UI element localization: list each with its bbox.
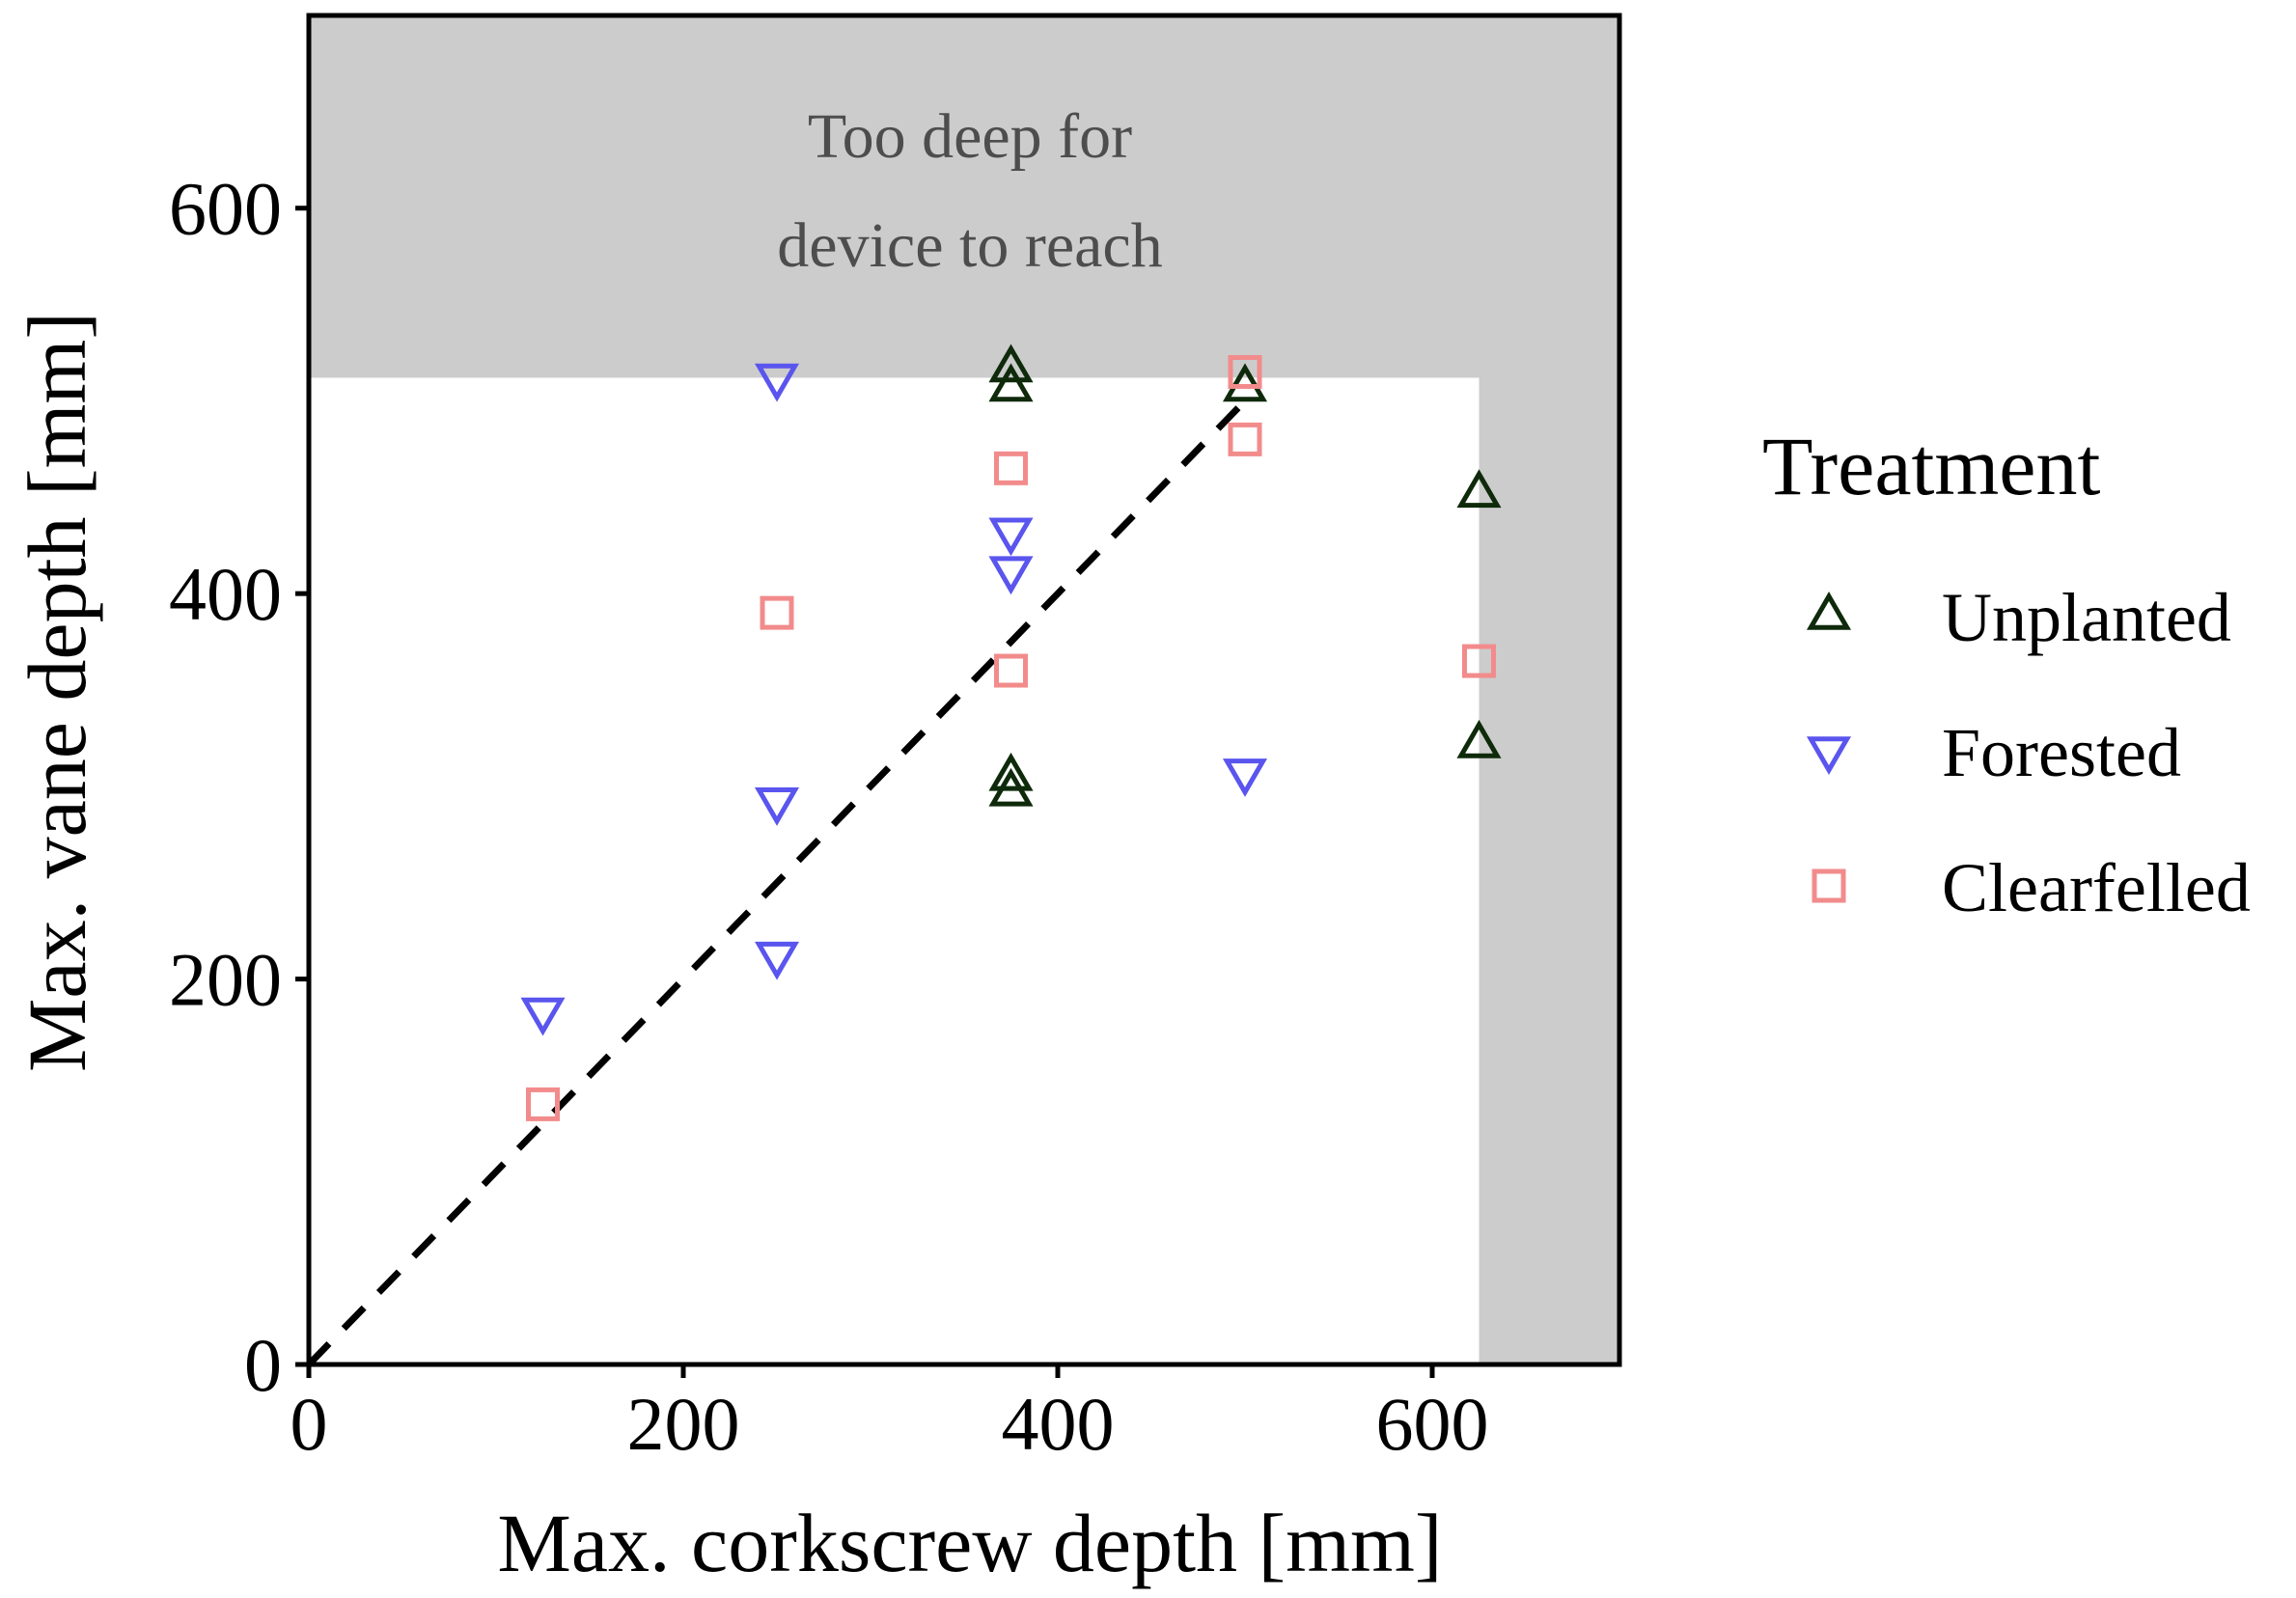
- legend-items: Unplanted Forested Clearfelled: [1806, 579, 2251, 926]
- legend-title: Treatment: [1762, 420, 2100, 512]
- data-point-unplanted: [1456, 469, 1502, 509]
- data-point-unplanted: [1222, 363, 1268, 402]
- data-point-unplanted: [988, 752, 1034, 791]
- x-tick-label: 600: [1376, 1382, 1489, 1466]
- data-point-unplanted: [1456, 719, 1502, 758]
- data-points: [520, 344, 1502, 1121]
- x-tick-label: 0: [290, 1382, 328, 1466]
- data-point-forested: [754, 941, 800, 980]
- data-point-clearfelled: [994, 653, 1028, 688]
- shaded-region: [309, 15, 1619, 1364]
- legend-label-unplanted: Unplanted: [1942, 579, 2231, 656]
- legend-marker-unplanted: [1806, 591, 1852, 630]
- shaded-region-label-line-2: device to reach: [777, 210, 1162, 281]
- data-point-clearfelled: [1462, 644, 1496, 678]
- x-axis-title: Max. corkscrew depth [mm]: [497, 1497, 1442, 1589]
- legend-label-forested: Forested: [1942, 714, 2181, 791]
- reference-line-1to1: [306, 398, 1248, 1367]
- x-tick-label: 200: [627, 1382, 740, 1466]
- data-point-forested: [1222, 758, 1268, 797]
- y-tick-label: 0: [244, 1323, 282, 1407]
- plot-panel-border: [306, 13, 1622, 1367]
- shaded-region-right: [1479, 15, 1619, 1364]
- y-tick-label: 400: [169, 552, 282, 636]
- y-tick-label: 200: [169, 938, 282, 1022]
- data-point-forested: [988, 556, 1034, 595]
- data-point-clearfelled: [760, 595, 794, 630]
- data-point-clearfelled: [526, 1087, 560, 1121]
- data-point-forested: [754, 787, 800, 826]
- data-point-forested: [520, 997, 566, 1036]
- x-tick-label: 400: [1002, 1382, 1115, 1466]
- data-point-unplanted: [988, 344, 1034, 383]
- data-point-unplanted: [988, 363, 1034, 402]
- axes: 0 200 400 600 0 200 400 600: [169, 167, 1489, 1466]
- legend-marker-forested: [1806, 736, 1852, 776]
- y-tick-label: 600: [169, 167, 282, 251]
- data-point-forested: [988, 517, 1034, 557]
- data-point-clearfelled: [994, 451, 1028, 485]
- shaded-region-top: [309, 15, 1619, 378]
- data-point-unplanted: [988, 767, 1034, 807]
- y-axis-title: Max. vane depth [mm]: [11, 312, 103, 1072]
- legend-label-clearfelled: Clearfelled: [1942, 849, 2251, 926]
- legend: Treatment Unplanted Forested Clearfelled: [1762, 420, 2251, 926]
- legend-marker-clearfelled: [1812, 868, 1846, 903]
- data-point-clearfelled: [1228, 422, 1262, 456]
- shaded-region-label-line-1: Too deep for: [808, 101, 1132, 172]
- data-point-clearfelled: [1228, 354, 1262, 389]
- data-point-forested: [754, 363, 800, 402]
